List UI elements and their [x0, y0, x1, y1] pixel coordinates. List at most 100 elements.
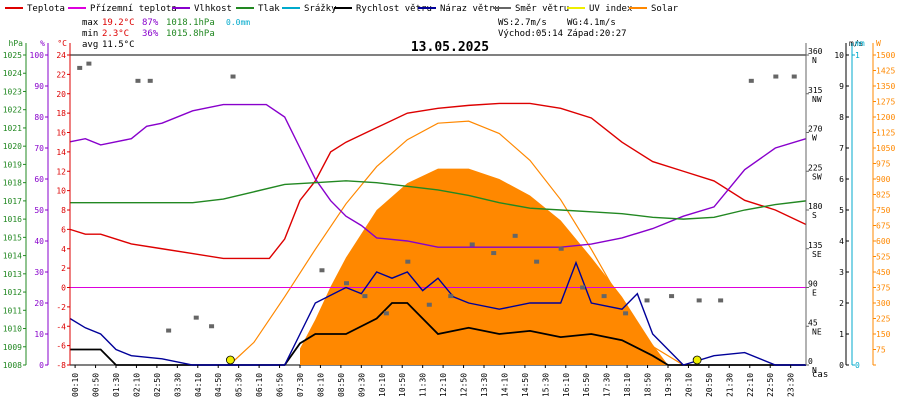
pressure-tick-label: 1016 — [3, 215, 22, 224]
legend-entry: Solar — [651, 4, 679, 14]
x-tick-label: 18:10 — [623, 373, 632, 397]
x-tick-label: 07:30 — [296, 373, 305, 397]
solar-tick-label: 1500 — [876, 51, 895, 60]
wind-dir-tick-label: 0 — [808, 357, 813, 366]
wind-dir-compass-label: N — [812, 366, 817, 375]
pressure-line — [70, 180, 807, 220]
wind-tick-label: 10 — [834, 51, 844, 60]
temperature-tick-label: 12 — [56, 167, 66, 176]
x-tick-label: 11:30 — [419, 373, 428, 397]
legend-entry: Přízemní teplota — [90, 4, 177, 14]
wind-dir-point — [718, 298, 724, 303]
humidity-tick-label: 30 — [34, 268, 44, 277]
wind-tick-label: 7 — [839, 144, 844, 153]
wind-dir-point — [362, 294, 368, 299]
solar-tick-label: 1200 — [876, 113, 895, 122]
solar-tick-label: 825 — [876, 191, 891, 200]
x-tick-label: 04:50 — [214, 373, 223, 397]
solar-tick-label: 375 — [876, 284, 891, 293]
wind-dir-point — [230, 74, 236, 79]
stat-avg-label: avg — [82, 40, 98, 50]
wind-dir-point — [405, 259, 411, 264]
humidity-tick-label: 20 — [34, 299, 44, 308]
wind-dir-point — [748, 78, 754, 83]
legend-entry: Rychlost větru — [356, 4, 432, 14]
temperature-tick-label: 16 — [56, 129, 66, 138]
solar-area — [300, 168, 668, 365]
wind-dir-point — [319, 268, 325, 273]
solar-tick-label: 75 — [876, 346, 886, 355]
humidity-tick-label: 90 — [34, 82, 44, 91]
wind-dir-tick-label: 270 — [808, 125, 823, 134]
x-tick-label: 14:10 — [500, 373, 509, 397]
wind-dir-point — [696, 298, 702, 303]
wind-dir-compass-label: N — [812, 56, 817, 65]
solar-tick-label: 750 — [876, 206, 891, 215]
pressure-tick-label: 1015 — [3, 233, 22, 242]
rain-unit: mm — [855, 39, 865, 48]
temperature-tick-label: 6 — [61, 225, 66, 234]
solar-unit: W — [876, 39, 881, 48]
temperature-tick-label: 0 — [61, 284, 66, 293]
stat-max-hum: 87% — [142, 18, 159, 28]
wind-tick-label: 5 — [839, 206, 844, 215]
wind-tick-label: 6 — [839, 175, 844, 184]
x-tick-label: 22:10 — [746, 373, 755, 397]
wind-dir-point — [344, 281, 349, 286]
humidity-tick-label: 100 — [30, 51, 45, 60]
solar-tick-label: 525 — [876, 253, 891, 262]
wind-dir-point — [469, 242, 475, 247]
sunrise-info: Východ:05:14 — [498, 29, 563, 39]
legend-entry: Teplota — [27, 4, 65, 14]
wind-gust-info: WG:4.1m/s — [567, 18, 616, 28]
wind-dir-point — [558, 246, 564, 251]
pressure-tick-label: 1022 — [3, 106, 22, 115]
wind-tick-label: 1 — [839, 330, 844, 339]
x-tick-label: 16:50 — [582, 373, 591, 397]
wind-dir-point — [601, 294, 607, 299]
stat-max-press: 1018.1hPa — [166, 18, 215, 28]
solar-tick-label: 600 — [876, 237, 891, 246]
wind-dir-point — [193, 315, 199, 320]
humidity-unit: % — [40, 39, 45, 48]
humidity-tick-label: 60 — [34, 175, 44, 184]
solar-theoretical-line — [229, 120, 698, 366]
wind-dir-point — [209, 324, 215, 329]
temperature-tick-label: -4 — [56, 322, 66, 331]
wind-dir-tick-label: 225 — [808, 163, 823, 172]
pressure-tick-label: 1025 — [3, 51, 22, 60]
x-tick-label: 08:50 — [337, 373, 346, 397]
wind-dir-compass-label: E — [812, 289, 817, 298]
stat-min-temp: 2.3°C — [102, 29, 129, 39]
solar-tick-label: 1350 — [876, 82, 895, 91]
rain-tick-label: 1 — [855, 51, 860, 60]
x-tick-label: 10:50 — [398, 373, 407, 397]
wind-dir-point — [791, 74, 797, 79]
wind-dir-point — [534, 259, 540, 264]
pressure-unit: hPa — [9, 39, 24, 48]
temperature-tick-label: 10 — [56, 187, 66, 196]
pressure-tick-label: 1008 — [3, 361, 22, 370]
wind-dir-compass-label: SE — [812, 250, 822, 259]
x-tick-label: 06:10 — [255, 373, 264, 397]
solar-tick-label: 1425 — [876, 67, 895, 76]
x-tick-label: 05:30 — [235, 373, 244, 397]
pressure-tick-label: 1014 — [3, 252, 22, 261]
x-tick-label: 04:10 — [194, 373, 203, 397]
x-tick-label: 02:10 — [132, 373, 141, 397]
wind-tick-label: 9 — [839, 82, 844, 91]
humidity-tick-label: 50 — [34, 206, 44, 215]
wind-tick-label: 2 — [839, 299, 844, 308]
solar-tick-label: 1125 — [876, 129, 895, 138]
x-tick-label: 18:50 — [644, 373, 653, 397]
temperature-line — [69, 102, 807, 260]
wind-dir-point — [512, 233, 518, 238]
axes: hPa1008100910101011101210131014101510161… — [3, 39, 896, 397]
legend-entry: UV index — [589, 4, 633, 14]
pressure-tick-label: 1011 — [3, 306, 22, 315]
wind-dir-tick-label: 360 — [808, 47, 823, 56]
wind-dir-point — [623, 311, 629, 316]
x-tick-label: 00:10 — [71, 373, 80, 397]
x-tick-label: 03:30 — [173, 373, 182, 397]
